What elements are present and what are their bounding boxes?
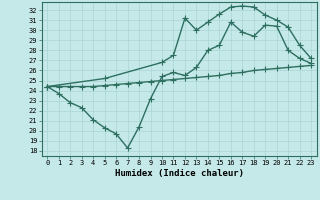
X-axis label: Humidex (Indice chaleur): Humidex (Indice chaleur) xyxy=(115,169,244,178)
